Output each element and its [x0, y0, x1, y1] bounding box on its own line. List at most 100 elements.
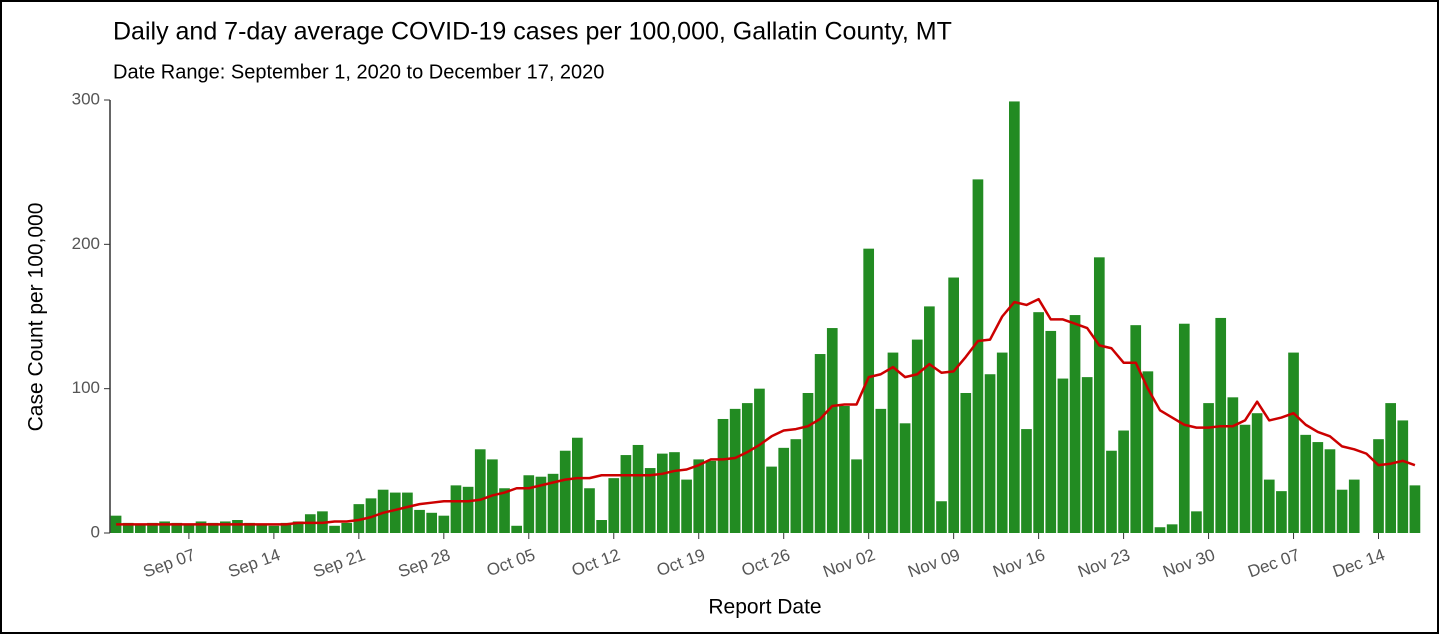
bar [863, 248, 875, 533]
bar [1081, 377, 1093, 533]
bar [1118, 430, 1129, 533]
bar [1239, 424, 1251, 533]
y-tick-label: 300 [72, 89, 100, 108]
bar [729, 408, 741, 533]
bar [1009, 101, 1020, 534]
x-axis-label: Report Date [708, 596, 821, 619]
bar [474, 449, 486, 533]
bar [996, 352, 1008, 533]
bar [559, 450, 571, 533]
bar [1057, 378, 1069, 533]
bar [875, 408, 887, 533]
bar [122, 522, 134, 533]
bar [147, 522, 158, 533]
bar [1324, 449, 1336, 533]
bar [1336, 489, 1348, 533]
bar [450, 485, 462, 533]
average-line [116, 297, 1416, 526]
bar [365, 498, 377, 533]
bar [377, 489, 389, 533]
bar [195, 521, 207, 533]
bar [499, 488, 510, 533]
bar [1409, 485, 1421, 533]
bar [1033, 312, 1044, 533]
bar [960, 392, 972, 533]
bar [219, 521, 231, 533]
bar [1397, 420, 1409, 533]
y-tick-label: 0 [91, 522, 100, 541]
bar [1348, 479, 1360, 533]
bar [462, 486, 474, 533]
bar [1154, 527, 1166, 533]
bar [766, 466, 777, 533]
bar [1300, 434, 1312, 533]
bar [1276, 491, 1287, 533]
bar [171, 522, 183, 533]
bar [705, 460, 717, 533]
bar [924, 306, 935, 533]
bar [584, 488, 595, 533]
bar [511, 525, 522, 533]
bar [389, 492, 401, 533]
bar [948, 277, 959, 533]
bar [1021, 429, 1032, 533]
bar [620, 455, 632, 533]
bar [1130, 325, 1142, 533]
bar [402, 492, 413, 533]
bar [972, 179, 984, 533]
bar [1288, 352, 1299, 533]
bar [547, 473, 559, 533]
bar [899, 423, 911, 533]
bar [656, 453, 668, 533]
y-axis-label: Case Count per 100,000 [25, 203, 48, 432]
bar [814, 354, 826, 533]
bar [741, 403, 753, 533]
bar [268, 525, 280, 533]
bar [1093, 257, 1105, 533]
bar [644, 468, 656, 533]
bar [1191, 511, 1202, 533]
bar [426, 512, 438, 533]
bar [329, 525, 340, 533]
bar [984, 374, 996, 533]
bar [681, 479, 692, 533]
bar [1373, 439, 1384, 533]
bar [851, 459, 862, 533]
chart-subtitle: Date Range: September 1, 2020 to Decembe… [113, 61, 604, 83]
bar [632, 444, 644, 533]
bar [280, 522, 292, 533]
bar [596, 520, 607, 533]
bar [1166, 524, 1178, 533]
bar [438, 515, 450, 533]
bar [572, 437, 583, 533]
y-tick-label: 100 [72, 378, 100, 397]
bar [754, 388, 765, 533]
bar [1203, 403, 1214, 533]
bar [802, 392, 814, 533]
bar [693, 459, 705, 533]
bar [1142, 371, 1154, 533]
bar [341, 522, 353, 533]
bar [1227, 397, 1239, 533]
bar [790, 439, 802, 533]
bar [839, 405, 850, 533]
bar [256, 524, 268, 533]
bar [292, 521, 304, 533]
bar [1312, 442, 1324, 533]
bar [1178, 323, 1190, 533]
bar [1045, 330, 1057, 533]
bar [911, 339, 923, 533]
bar [1385, 403, 1396, 533]
bar [135, 524, 146, 533]
bar [244, 522, 255, 533]
bar [535, 476, 547, 533]
bar [159, 521, 170, 533]
bar [1106, 450, 1117, 533]
chart-title: Daily and 7-day average COVID-19 cases p… [113, 18, 952, 46]
y-tick-label: 200 [72, 234, 100, 253]
bar [778, 447, 790, 533]
bar [936, 501, 947, 533]
bar [717, 418, 729, 533]
